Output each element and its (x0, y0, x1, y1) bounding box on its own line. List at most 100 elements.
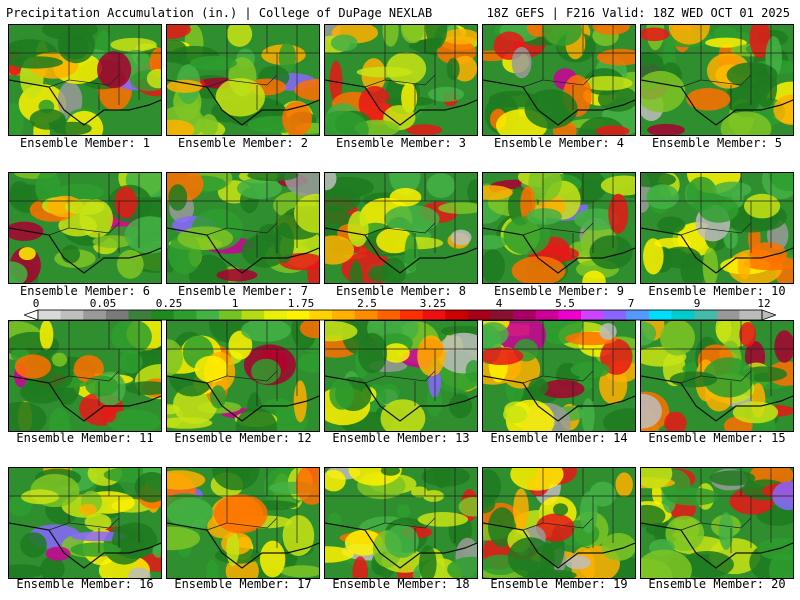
coastline (325, 375, 477, 422)
state-border (48, 227, 70, 236)
colorbar-swatch (219, 310, 243, 320)
state-border (384, 349, 436, 382)
colorbar-swatch (332, 310, 356, 320)
ensemble-member-label: Ensemble Member: 7 (177, 284, 309, 298)
ensemble-map-panel (640, 24, 794, 136)
colorbar-swatch (196, 310, 220, 320)
colorbar-swatch (558, 310, 582, 320)
coastline (641, 375, 793, 422)
state-border (700, 349, 752, 382)
colorbar-tick-label: 2.5 (357, 297, 377, 310)
state-border (680, 375, 702, 384)
colorbar-swatch (581, 310, 605, 320)
colorbar-swatch (173, 310, 197, 320)
coastline (483, 227, 635, 274)
colorbar-swatch (400, 310, 424, 320)
state-border (206, 227, 228, 236)
state-border (364, 375, 386, 384)
coastline (9, 227, 161, 274)
ensemble-map-panel (166, 24, 320, 136)
ensemble-map-panel (482, 172, 636, 284)
colorbar-swatch (490, 310, 514, 320)
ensemble-map-panel (482, 467, 636, 579)
state-border (68, 496, 120, 529)
state-border (384, 496, 436, 529)
ensemble-member-label: Ensemble Member: 12 (174, 431, 312, 445)
colorbar-swatch (60, 310, 84, 320)
colorbar-swatch (513, 310, 537, 320)
state-border (700, 53, 752, 86)
coastline (483, 522, 635, 569)
ensemble-map-panel (8, 467, 162, 579)
coastline (483, 375, 635, 422)
colorbar-tick-label: 0.25 (155, 297, 183, 310)
state-border (522, 227, 544, 236)
ensemble-member-label: Ensemble Member: 8 (335, 284, 467, 298)
coastline (167, 375, 319, 422)
colorbar-tick-label: 3.25 (419, 297, 447, 310)
ensemble-member-label: Ensemble Member: 13 (332, 431, 470, 445)
state-border (226, 201, 278, 234)
ensemble-member-label: Ensemble Member: 19 (490, 577, 628, 591)
ensemble-map-panel (482, 320, 636, 432)
ensemble-member-label: Ensemble Member: 2 (177, 136, 309, 150)
state-border (700, 496, 752, 529)
ensemble-member-label: Ensemble Member: 11 (16, 431, 154, 445)
state-border (206, 79, 228, 88)
colorbar-swatch (422, 310, 446, 320)
ensemble-map-panel (482, 24, 636, 136)
state-border (680, 79, 702, 88)
ensemble-member-label: Ensemble Member: 10 (648, 284, 786, 298)
colorbar-swatch (716, 310, 740, 320)
coastline (641, 79, 793, 126)
ensemble-map-panel (166, 172, 320, 284)
state-border (68, 53, 120, 86)
coastline (9, 375, 161, 422)
ensemble-map-panel (8, 172, 162, 284)
ensemble-member-label: Ensemble Member: 5 (651, 136, 783, 150)
state-border (364, 522, 386, 531)
ensemble-member-label: Ensemble Member: 1 (19, 136, 151, 150)
colorbar-min-arrow (24, 309, 39, 321)
coastline (325, 79, 477, 126)
state-border (680, 227, 702, 236)
colorbar-swatch (354, 310, 378, 320)
state-border (384, 201, 436, 234)
ensemble-map-panel (640, 172, 794, 284)
state-border (226, 349, 278, 382)
colorbar-swatch (603, 310, 627, 320)
ensemble-map-panel (324, 24, 478, 136)
coastline (325, 522, 477, 569)
colorbar-swatch (286, 310, 310, 320)
state-border (48, 79, 70, 88)
state-border (542, 53, 594, 86)
ensemble-member-label: Ensemble Member: 15 (648, 431, 786, 445)
coastline (641, 522, 793, 569)
ensemble-map-panel (324, 467, 478, 579)
state-border (364, 227, 386, 236)
colorbar-swatch (377, 310, 401, 320)
ensemble-member-label: Ensemble Member: 4 (493, 136, 625, 150)
colorbar-tick-label: 1 (231, 297, 239, 310)
state-border (522, 79, 544, 88)
coastline (9, 79, 161, 126)
colorbar-tick-label: 4 (495, 297, 503, 310)
colorbar-tick-label: 9 (693, 297, 701, 310)
state-border (542, 496, 594, 529)
state-border (48, 522, 70, 531)
map-title: Precipitation Accumulation (in.) | Colle… (6, 6, 433, 20)
ensemble-member-label: Ensemble Member: 17 (174, 577, 312, 591)
coastline (9, 522, 161, 569)
colorbar-swatch (671, 310, 695, 320)
colorbar-tick-label: 1.75 (287, 297, 315, 310)
colorbar (24, 309, 776, 321)
state-border (226, 496, 278, 529)
colorbar-swatch (467, 310, 491, 320)
ensemble-map-panel (640, 320, 794, 432)
state-border (48, 375, 70, 384)
ensemble-map-panel (640, 467, 794, 579)
state-border (522, 375, 544, 384)
state-border (522, 522, 544, 531)
state-border (384, 53, 436, 86)
coastline (641, 227, 793, 274)
